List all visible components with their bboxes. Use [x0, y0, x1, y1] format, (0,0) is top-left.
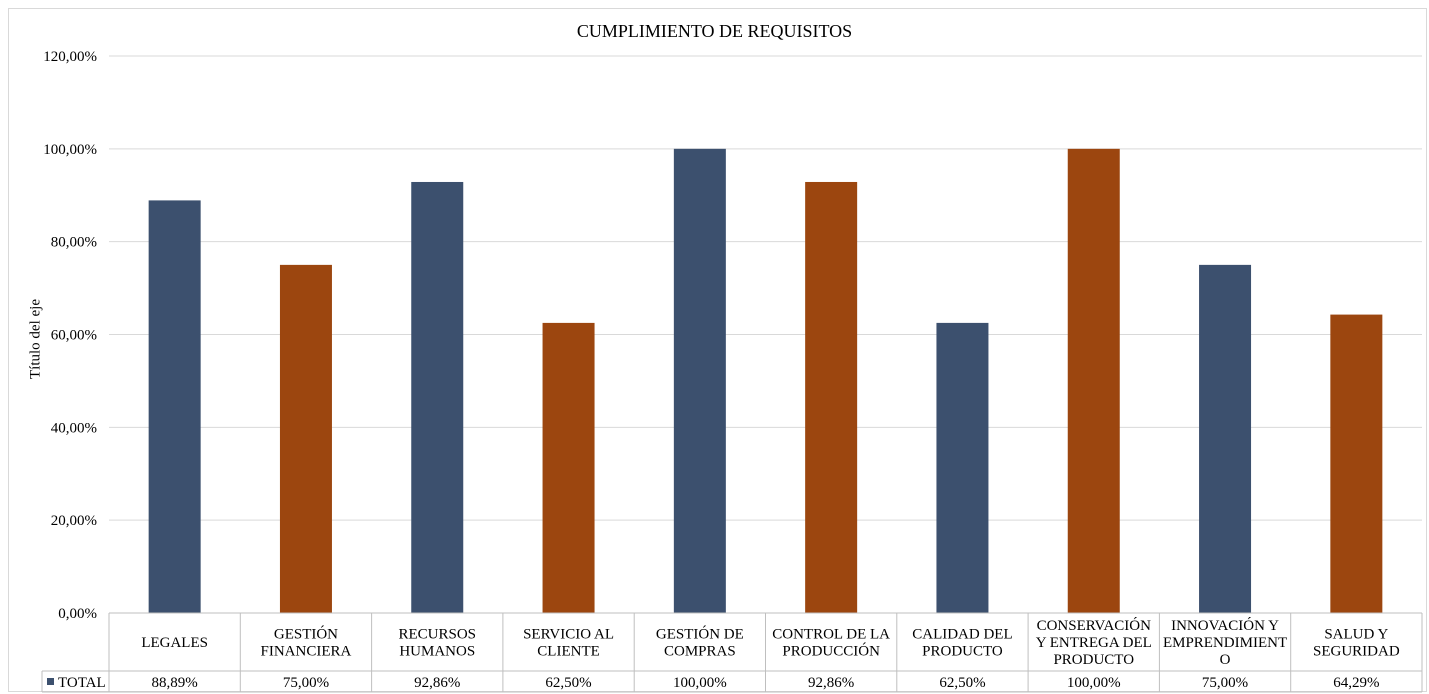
category-label: COMPRAS [664, 644, 736, 660]
y-tick-label: 100,00% [43, 142, 97, 158]
category-label: CONTROL DE LA [772, 627, 890, 643]
category-label: CLIENTE [537, 644, 599, 660]
category-label: GESTIÓN [274, 626, 338, 643]
category-label: FINANCIERA [261, 644, 352, 660]
bar [673, 148, 726, 614]
y-tick-label: 0,00% [58, 606, 97, 622]
bar [1067, 148, 1120, 614]
bar [936, 322, 989, 613]
category-label: PRODUCTO [1053, 652, 1134, 668]
legend-label: TOTAL [58, 675, 106, 691]
y-tick-label: 20,00% [51, 513, 97, 529]
category-label: SERVICIO AL [523, 627, 614, 643]
category-label: SEGURIDAD [1313, 644, 1400, 660]
bar [279, 264, 332, 613]
data-table-value: 92,86% [808, 675, 854, 691]
data-table-value: 100,00% [673, 675, 727, 691]
data-table-value: 92,86% [414, 675, 460, 691]
data-table-value: 62,50% [545, 675, 591, 691]
data-table-value: 88,89% [152, 675, 198, 691]
category-label: INNOVACIÓN Y [1171, 617, 1279, 634]
category-label: LEGALES [141, 635, 208, 651]
data-table-value: 64,29% [1333, 675, 1379, 691]
data-table-value: 75,00% [283, 675, 329, 691]
bar [542, 322, 595, 613]
y-tick-label: 40,00% [51, 420, 97, 436]
data-table-value: 100,00% [1067, 675, 1121, 691]
category-label: GESTIÓN DE [656, 626, 744, 643]
bar [411, 181, 464, 613]
bar [148, 200, 201, 613]
data-table-value: 75,00% [1202, 675, 1248, 691]
bar [805, 181, 858, 613]
y-tick-label: 120,00% [43, 49, 97, 65]
data-table-value: 62,50% [939, 675, 985, 691]
category-label: O [1220, 652, 1231, 668]
category-label: RECURSOS [398, 627, 476, 643]
category-label: CONSERVACIÓN [1037, 617, 1152, 634]
category-label: PRODUCTO [922, 644, 1003, 660]
category-label: Y ENTREGA DEL [1036, 635, 1152, 651]
bar [1330, 314, 1383, 613]
category-label: SALUD Y [1324, 627, 1388, 643]
bar [1199, 264, 1252, 613]
category-label: EMPRENDIMIENT [1163, 635, 1287, 651]
category-label: CALIDAD DEL [912, 627, 1012, 643]
y-tick-label: 80,00% [51, 235, 97, 251]
category-label: HUMANOS [399, 644, 475, 660]
chart-title: CUMPLIMIENTO DE REQUISITOS [576, 21, 853, 41]
category-label: PRODUCCIÓN [782, 643, 880, 660]
y-tick-label: 60,00% [51, 328, 97, 344]
legend-swatch [47, 678, 54, 685]
